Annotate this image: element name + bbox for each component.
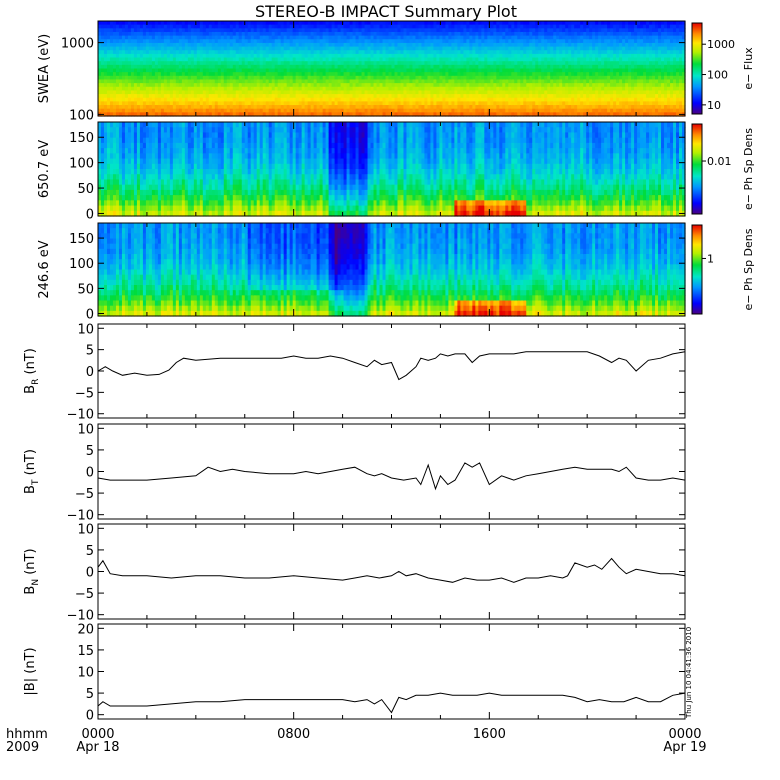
bt-ytick-label-1: −5	[75, 487, 94, 502]
swea-ylabel: SWEA (eV)	[37, 34, 52, 103]
pad650-ylabel: 650.7 eV	[37, 140, 52, 198]
bmag-trace	[97, 692, 686, 714]
figure-title: STEREO-B IMPACT Summary Plot	[255, 2, 517, 21]
bt-trace	[97, 462, 686, 491]
swea-colorbar-tick-label-1: 100	[707, 69, 728, 82]
generation-timestamp: Thu Jun 10 04:41:36 2010	[685, 627, 693, 719]
pad650-ytick-label-1: 50	[77, 182, 94, 197]
br-trace	[97, 351, 686, 381]
bn-ytick-label-0: −10	[67, 609, 94, 624]
time-tick-sublabel-0: Apr 18	[76, 740, 119, 755]
swea-colorbar	[691, 22, 703, 115]
bn-ytick-label-1: −5	[75, 587, 94, 602]
bt-ytick-label-0: −10	[67, 509, 94, 524]
br-ytick-label-0: −10	[67, 408, 94, 423]
swea-ytick-label-1: 1000	[61, 37, 94, 52]
bt-ytick-label-3: 5	[86, 444, 94, 459]
bmag-ytick-label-4: 20	[77, 622, 94, 637]
pad246-ylabel: 246.6 eV	[37, 240, 52, 298]
bn-trace	[97, 557, 686, 583]
pad650-ytick-label-2: 100	[69, 157, 94, 172]
bmag-ylabel: |B| (nT)	[23, 647, 38, 695]
bn-ytick-label-4: 10	[77, 522, 94, 537]
pad246-colorbar-label: e− Ph Sp Dens	[742, 228, 755, 310]
swea-colorbar-label: e− Flux	[742, 47, 755, 90]
swea-panel: 10 100 1000 e− Flux SWEA (eV) 100 1000	[37, 20, 755, 123]
bt-ytick-label-4: 10	[77, 422, 94, 437]
time-tick-label-1: 0800	[277, 727, 310, 742]
pad650-colorbar-label: e− Ph Sp Dens	[742, 128, 755, 210]
pad650-ytick-label-0: 0	[86, 207, 94, 222]
pad246-ytick-label-1: 50	[77, 282, 94, 297]
br-ylabel: BR (nT)	[23, 348, 41, 394]
br-ytick-label-3: 5	[86, 344, 94, 359]
bn-ytick-label-2: 0	[86, 566, 94, 581]
time-tick-label-0: 0000	[81, 727, 114, 742]
pad246-spectrogram	[98, 223, 686, 317]
swea-spectrogram	[98, 21, 686, 117]
bmag-panel: |B| (nT) 0 5 10 15 20	[23, 622, 686, 724]
bt-ytick-label-2: 0	[86, 466, 94, 481]
bn-frame	[97, 523, 686, 620]
time-corner-top: hhmm	[6, 727, 48, 742]
br-ytick-label-1: −5	[75, 386, 94, 401]
swea-colorbar-tick-label-2: 1000	[707, 38, 735, 51]
time-tick-label-2: 1600	[473, 727, 506, 742]
pad246-ytick-label-2: 100	[69, 257, 94, 272]
bmag-ytick-label-1: 5	[86, 687, 94, 702]
pad246-colorbar	[691, 224, 703, 315]
swea-colorbar-tick-label-0: 10	[707, 99, 721, 112]
bmag-ytick-label-3: 15	[77, 644, 94, 659]
pad650-colorbar	[691, 123, 703, 215]
br-ytick-label-2: 0	[86, 365, 94, 380]
pad246-colorbar-tick-label-0: 1	[707, 252, 714, 265]
bn-panel: BN (nT) −10 −5 0 5 10	[23, 522, 686, 624]
bt-ylabel: BT (nT)	[23, 449, 41, 494]
bmag-frame	[97, 623, 686, 720]
bn-ytick-label-3: 5	[86, 544, 94, 559]
pad246-ytick-label-3: 150	[69, 232, 94, 247]
bt-panel: BT (nT) −10 −5 0 5 10	[23, 422, 686, 524]
br-ytick-label-4: 10	[77, 322, 94, 337]
br-frame	[97, 323, 686, 419]
time-corner-bottom: 2009	[6, 740, 39, 755]
swea-ytick-label-0: 100	[69, 108, 94, 123]
bmag-ytick-label-2: 10	[77, 666, 94, 681]
bn-ylabel: BN (nT)	[23, 548, 41, 594]
pad246-ytick-label-0: 0	[86, 307, 94, 322]
pad650-ytick-label-3: 150	[69, 131, 94, 146]
br-panel: BR (nT) −10 −5 0 5 10	[23, 322, 686, 423]
pad650-colorbar-tick-label-0: 0.01	[707, 155, 732, 168]
bt-frame	[97, 423, 686, 520]
bmag-ytick-label-0: 0	[86, 709, 94, 724]
pad246-panel: 1 e− Ph Sp Dens 246.6 eV 0 50 100 150	[37, 222, 755, 322]
pad650-spectrogram	[98, 122, 686, 217]
time-tick-sublabel-3: Apr 19	[663, 740, 706, 755]
time-tick-label-3: 0000	[668, 727, 701, 742]
pad650-panel: 0.01 e− Ph Sp Dens 650.7 eV 0 50 100 150	[37, 121, 755, 222]
